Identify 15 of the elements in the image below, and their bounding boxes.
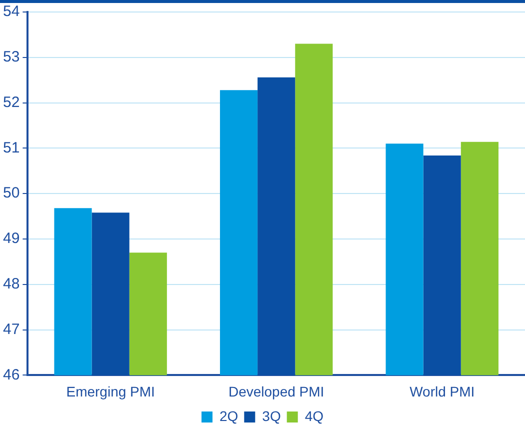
y-tick-label: 47 [2,320,20,338]
y-tick-label: 50 [2,184,20,202]
y-tick-label: 46 [2,366,20,384]
y-tick-label: 54 [2,3,20,20]
y-tick-label: 52 [2,94,20,111]
y-tick-label: 51 [2,139,20,156]
y-tick-label: 48 [2,276,20,293]
legend-label: 3Q [262,408,281,424]
legend-label: 2Q [219,408,238,424]
y-tick-label: 49 [2,230,20,248]
x-tick-label: World PMI [410,383,475,400]
y-tick-label: 53 [2,48,20,66]
legend-label: 4Q [304,408,324,424]
x-tick-label: Developed PMI [228,383,324,400]
x-tick-label: Emerging PMI [66,383,155,400]
